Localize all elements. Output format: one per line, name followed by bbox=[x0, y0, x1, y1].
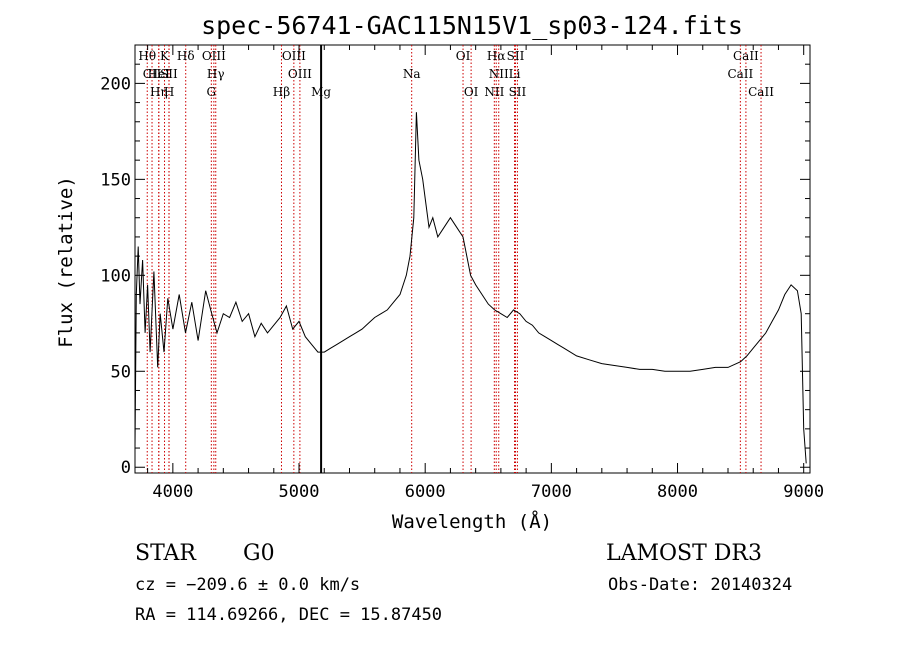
coordinates: RA = 114.69266, DEC = 15.87450 bbox=[135, 605, 442, 625]
x-tick-label: 6000 bbox=[405, 482, 446, 502]
obs-date: Obs-Date: 20140324 bbox=[608, 575, 792, 595]
line-marker-label: G bbox=[207, 85, 217, 99]
y-axis-ticks: 0 50 100 150 200 bbox=[100, 63, 810, 478]
x-tick-label: 7000 bbox=[531, 482, 572, 502]
line-marker-label: NII bbox=[484, 85, 504, 99]
line-marker-label: Mg bbox=[311, 85, 331, 99]
y-tick-label: 100 bbox=[100, 266, 131, 286]
plot-frame bbox=[134, 44, 811, 474]
survey-name: LAMOST DR3 bbox=[606, 541, 762, 566]
line-marker-label: Na bbox=[403, 67, 421, 81]
x-tick-label: 8000 bbox=[657, 482, 698, 502]
x-tick-label: 5000 bbox=[279, 482, 320, 502]
y-tick-label: 50 bbox=[111, 362, 131, 382]
y-tick-label: 200 bbox=[100, 74, 131, 94]
x-tick-label: 4000 bbox=[152, 482, 193, 502]
line-marker-label: CaII bbox=[733, 49, 759, 63]
line-marker-label: OIII bbox=[288, 67, 312, 81]
y-tick-label: 150 bbox=[100, 170, 131, 190]
line-marker-label: OI bbox=[456, 49, 471, 63]
x-tick-label: 9000 bbox=[783, 482, 824, 502]
x-axis-label: Wavelength (Å) bbox=[392, 510, 552, 533]
line-marker-label: CaII bbox=[748, 85, 774, 99]
object-type: STAR bbox=[135, 541, 197, 566]
line-marker-label: Hβ bbox=[273, 85, 290, 99]
line-marker-label: K bbox=[160, 49, 170, 63]
spectrum-series-line bbox=[134, 112, 807, 464]
line-marker-label: Hγ bbox=[207, 67, 225, 81]
line-marker-label: Hα bbox=[487, 49, 506, 63]
spectral-subclass: G0 bbox=[243, 541, 275, 566]
line-marker-label: H bbox=[164, 85, 174, 99]
line-marker-label: CaII bbox=[727, 67, 753, 81]
line-marker-label: OIII bbox=[282, 49, 306, 63]
line-marker-label: SII bbox=[509, 85, 527, 99]
line-marker-label: Hδ bbox=[177, 49, 195, 63]
line-marker-label: CII bbox=[143, 67, 162, 81]
y-tick-label: 0 bbox=[121, 458, 131, 478]
line-marker-label: OI bbox=[464, 85, 479, 99]
line-marker-label: NII bbox=[489, 67, 509, 81]
line-marker-label: SII bbox=[160, 67, 178, 81]
chart-title: spec-56741-GAC115N15V1_sp03-124.fits bbox=[201, 11, 743, 40]
x-axis-ticks: 4000 5000 6000 7000 8000 9000 bbox=[147, 45, 824, 502]
line-marker-label: HeI bbox=[148, 67, 171, 81]
line-marker-label: Li bbox=[509, 67, 521, 81]
line-marker-label: Hθ bbox=[138, 49, 156, 63]
redshift-line: cz = −209.6 ± 0.0 km/s bbox=[135, 575, 360, 595]
line-marker-label: OIII bbox=[202, 49, 226, 63]
line-marker-label: SII bbox=[507, 49, 525, 63]
y-axis-label: Flux (relative) bbox=[55, 176, 77, 348]
line-markers bbox=[146, 45, 762, 473]
line-marker-label: Hη bbox=[150, 85, 168, 99]
